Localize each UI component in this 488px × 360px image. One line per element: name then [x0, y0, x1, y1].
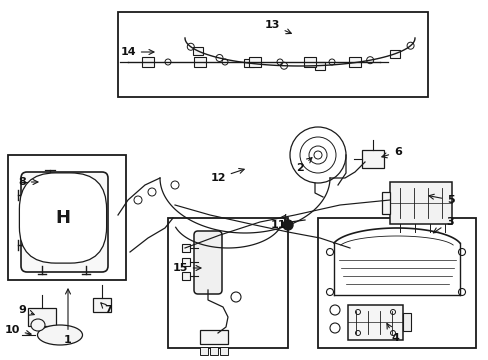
Text: 10: 10 — [4, 325, 31, 336]
Text: 3: 3 — [432, 217, 453, 233]
Bar — [209, 347, 218, 355]
Text: 9: 9 — [18, 305, 34, 315]
Bar — [182, 272, 190, 280]
Text: 11: 11 — [270, 215, 285, 230]
Bar — [402, 313, 410, 331]
Text: 8: 8 — [18, 177, 38, 187]
Text: 13: 13 — [264, 20, 291, 34]
Bar — [347, 305, 402, 340]
FancyBboxPatch shape — [21, 172, 108, 272]
Bar — [361, 150, 383, 168]
Text: 15: 15 — [172, 263, 201, 273]
Text: H: H — [55, 209, 70, 227]
FancyBboxPatch shape — [194, 231, 222, 294]
Text: 6: 6 — [381, 147, 401, 158]
Bar — [389, 182, 451, 224]
Text: 5: 5 — [428, 194, 454, 205]
Text: 12: 12 — [210, 168, 244, 183]
Bar — [28, 308, 56, 326]
Text: 14: 14 — [120, 47, 154, 57]
Text: 1: 1 — [64, 289, 72, 345]
Bar — [142, 57, 154, 67]
Bar — [315, 62, 325, 69]
Text: 4: 4 — [386, 324, 398, 343]
Bar — [194, 57, 205, 67]
Ellipse shape — [31, 319, 45, 331]
Bar — [220, 347, 227, 355]
Ellipse shape — [38, 325, 82, 345]
Text: 2: 2 — [296, 158, 311, 173]
Bar — [93, 298, 111, 312]
Bar — [168, 218, 287, 348]
Bar — [200, 330, 227, 344]
Bar — [192, 47, 203, 55]
Bar — [317, 218, 475, 348]
Bar — [182, 244, 190, 252]
Bar — [182, 258, 190, 266]
Bar — [38, 176, 52, 188]
Text: 7: 7 — [101, 303, 112, 315]
Bar — [8, 155, 126, 280]
Bar — [348, 57, 360, 67]
Bar — [244, 59, 254, 67]
Bar — [200, 347, 207, 355]
Bar — [118, 12, 427, 97]
Bar — [248, 57, 261, 67]
Bar — [389, 50, 399, 58]
Bar — [381, 192, 389, 214]
Bar — [304, 57, 315, 67]
Circle shape — [283, 220, 292, 230]
